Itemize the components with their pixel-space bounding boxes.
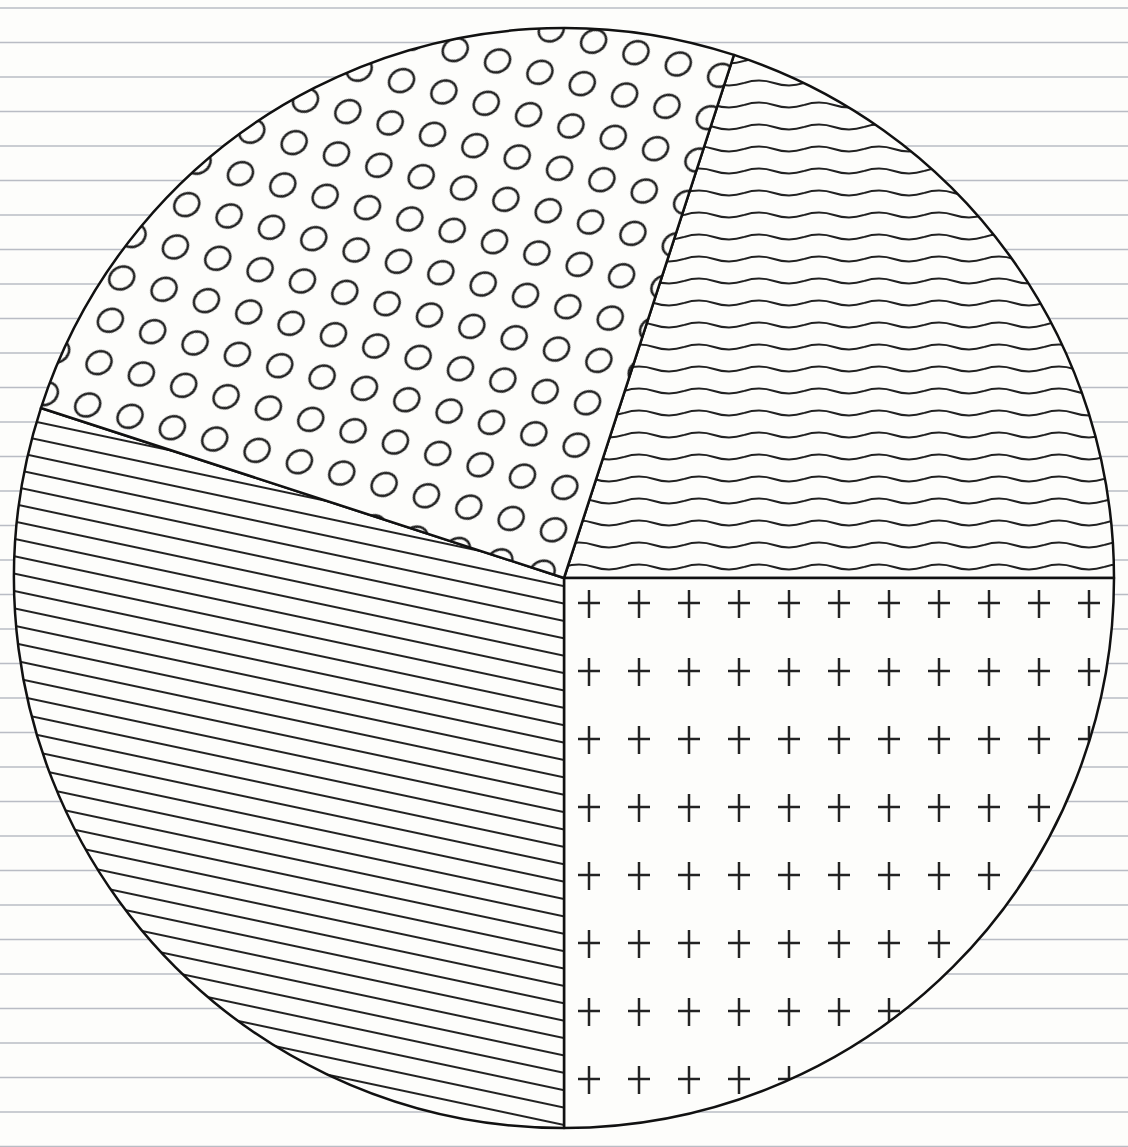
paper-line (0, 7, 1128, 9)
chart (0, 0, 1128, 1147)
pie-slice (564, 578, 1114, 1128)
pie (14, 28, 1114, 1128)
paper-lines (0, 8, 1128, 1147)
paper-line (0, 1146, 1128, 1147)
pie-slice (41, 28, 734, 578)
